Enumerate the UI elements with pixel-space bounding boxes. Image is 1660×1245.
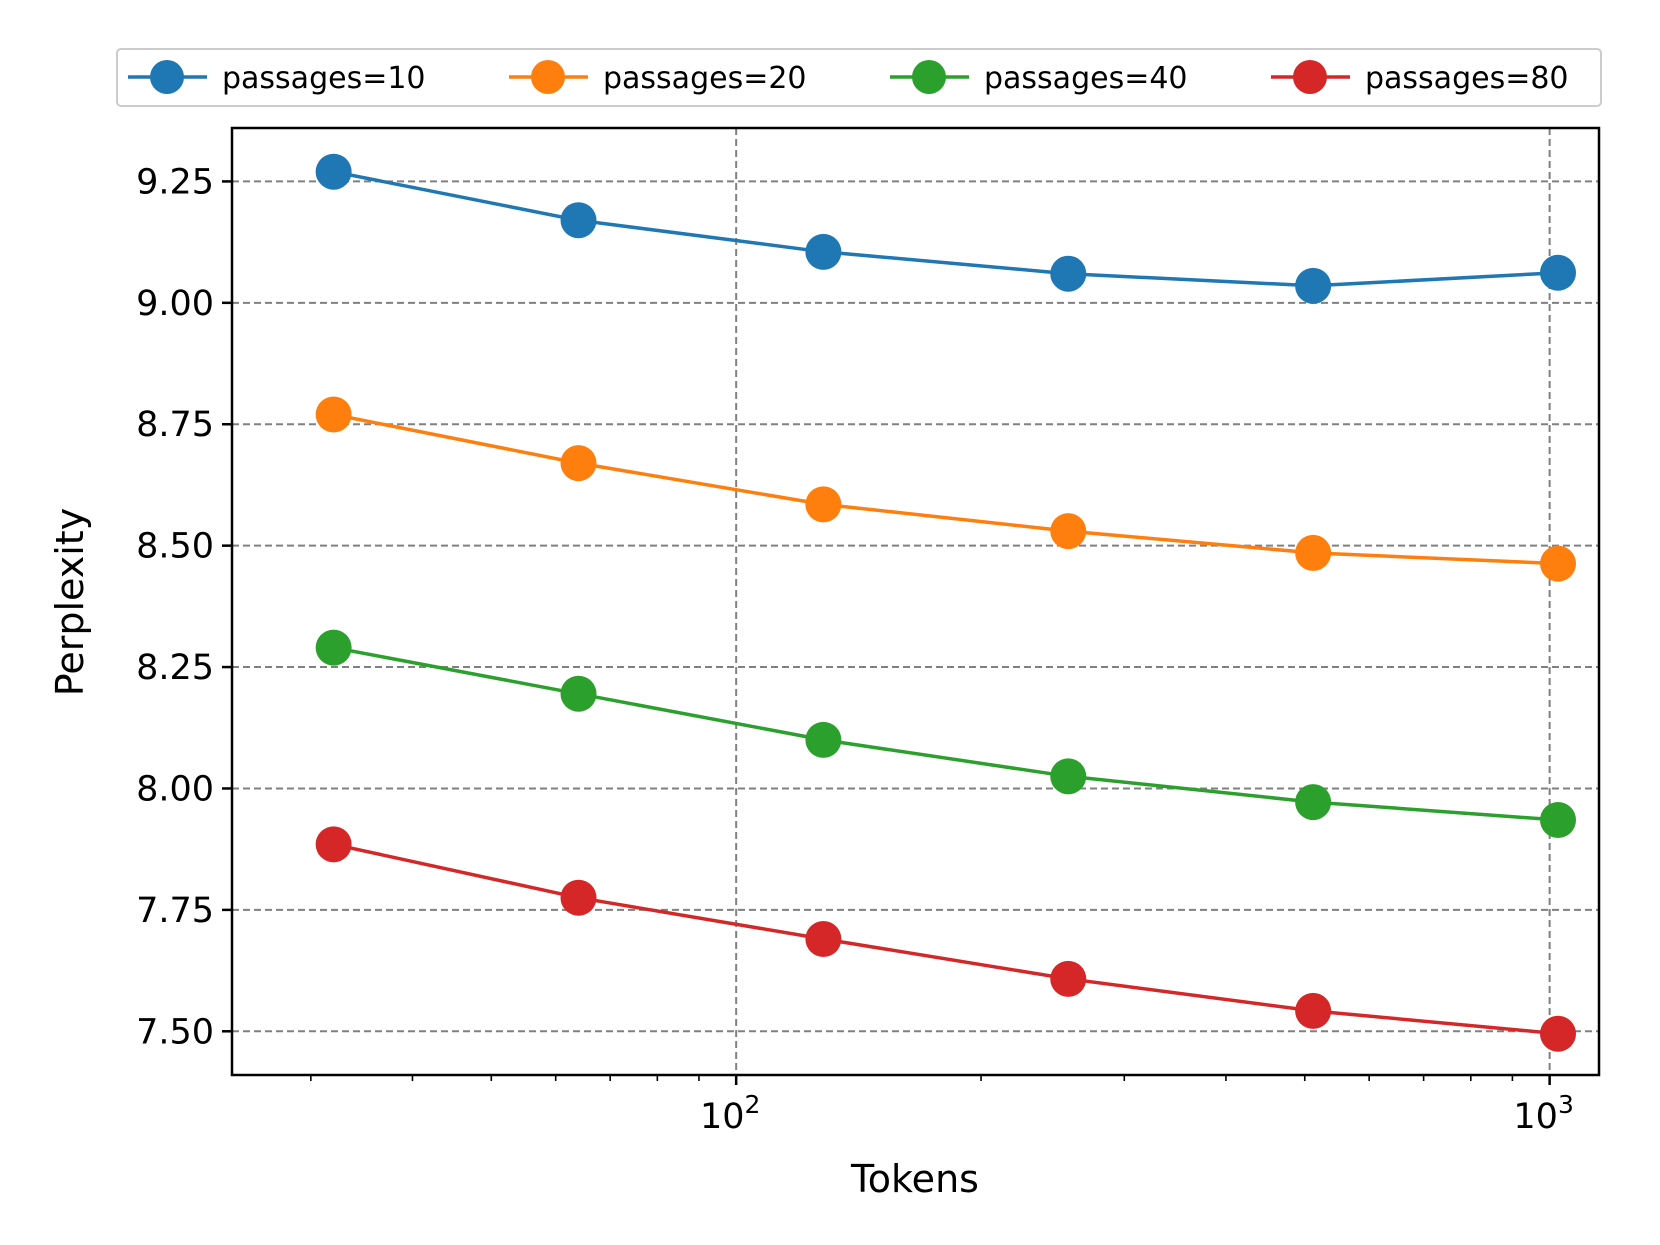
legend-marker-icon (912, 60, 946, 94)
data-point (805, 721, 842, 758)
x-axis-title: Tokens (850, 1157, 979, 1201)
data-point (1295, 992, 1332, 1029)
data-point (315, 396, 352, 433)
series-line (333, 645, 1559, 822)
legend-entry: passages=40 (890, 60, 1188, 96)
y-tick-label: 8.75 (136, 405, 214, 445)
legend-entry: passages=10 (128, 60, 426, 96)
x-tick-label: 102 (700, 1090, 760, 1137)
legend-entry: passages=20 (509, 60, 807, 96)
data-point (1540, 802, 1577, 839)
x-tick-exponent: 2 (744, 1090, 760, 1119)
data-point (1540, 545, 1577, 582)
data-point (315, 153, 352, 190)
data-point (560, 675, 597, 712)
series-layer (315, 153, 1577, 1052)
data-point (1295, 534, 1332, 571)
y-tick-label: 7.75 (136, 891, 214, 931)
plot-frame (230, 126, 1601, 1077)
data-point (315, 629, 352, 666)
x-tick-base: 10 (700, 1097, 745, 1137)
data-point (1050, 255, 1087, 292)
data-point (1295, 784, 1332, 821)
data-point (560, 202, 597, 239)
data-point (1050, 513, 1087, 550)
data-point (805, 921, 842, 958)
data-point (1540, 1015, 1577, 1052)
series-line (333, 842, 1559, 1036)
y-tick-label: 9.25 (136, 162, 214, 202)
data-point (560, 879, 597, 916)
y-tick-label: 8.50 (136, 527, 214, 567)
y-tick-label: 9.00 (136, 284, 214, 324)
y-tick-label: 8.00 (136, 769, 214, 809)
x-tick-label: 103 (1513, 1090, 1573, 1137)
legend-marker-icon (531, 60, 565, 94)
data-point (315, 826, 352, 863)
x-tick-exponent: 3 (1558, 1090, 1574, 1119)
legend: passages=10 passages=20 passages=40 pass… (116, 48, 1602, 107)
legend-entry: passages=80 (1271, 60, 1569, 96)
legend-label: passages=80 (1365, 61, 1569, 96)
legend-marker-icon (1293, 60, 1327, 94)
data-point (1295, 267, 1332, 304)
data-point (1050, 758, 1087, 795)
legend-label: passages=20 (603, 61, 807, 96)
data-point (1540, 254, 1577, 291)
y-tick-label: 7.50 (136, 1012, 214, 1052)
series-line (333, 169, 1559, 288)
legend-label: passages=10 (222, 61, 426, 96)
legend-label: passages=40 (984, 61, 1188, 96)
y-axis-title: Perplexity (48, 508, 92, 696)
data-point (805, 233, 842, 270)
legend-marker-icon (150, 60, 184, 94)
series-line (333, 412, 1559, 566)
x-tick-base: 10 (1513, 1097, 1558, 1137)
data-point (1050, 960, 1087, 997)
data-point (805, 486, 842, 523)
legend-frame (116, 48, 1602, 107)
y-tick-label: 8.25 (136, 648, 214, 688)
data-point (560, 445, 597, 482)
